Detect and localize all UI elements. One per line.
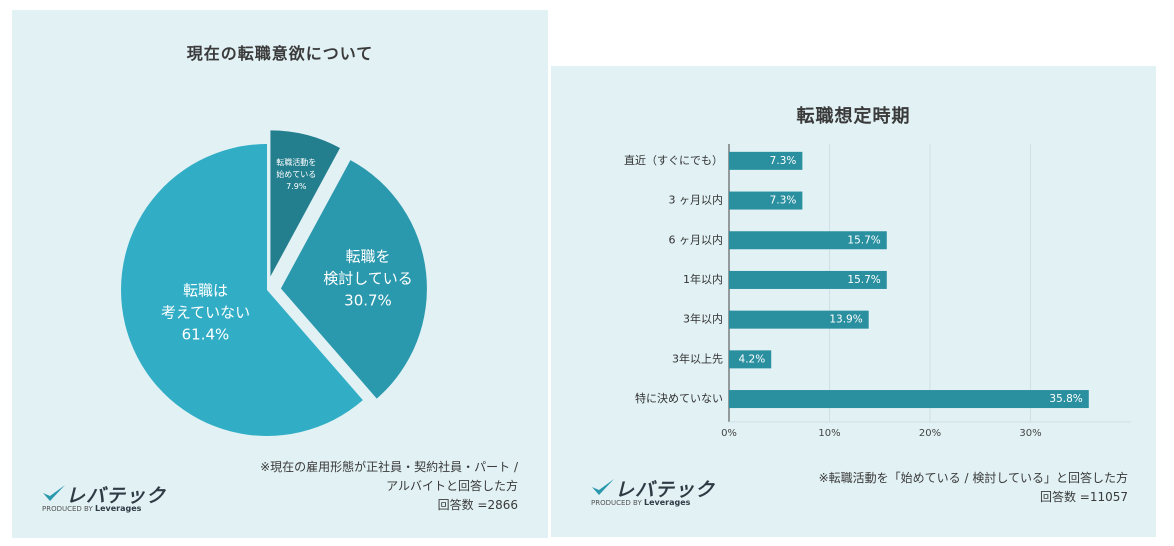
pie-slice-value-label: 61.4% (182, 326, 230, 344)
logo-subtitle: PRODUCED BY Leverages (42, 504, 142, 513)
bar-chart-panel: 転職想定時期 0% 10% 20% 30% 直近（すぐにでも） 7.3% 3 ヶ月以内 7.3… (551, 66, 1156, 537)
bar-value-label: 4.2% (739, 353, 766, 365)
footnote-line: ※転職活動を「始めている / 検討している」と回答した方 (818, 471, 1128, 485)
x-tick-label: 20% (919, 428, 941, 439)
footnote-line: ※現在の雇用形態が正社員・契約社員・パート / (260, 460, 518, 474)
pie-slice (270, 130, 340, 277)
pie-slice-label: 転職活動を (276, 157, 316, 167)
category-label: 3年以内 (683, 312, 723, 326)
pie-slice-label: 考えていない (161, 304, 250, 322)
pie-slice (280, 160, 427, 399)
category-label: 3 ヶ月以内 (669, 193, 724, 207)
pie-chart-panel: 現在の転職意欲について 転職活動を始めている 7.9% 転職を検討している 30.7%… (12, 10, 548, 538)
pie-chart-footnote: ※現在の雇用形態が正社員・契約社員・パート / アルバイトと回答した方 回答数 … (260, 458, 518, 515)
check-logo-icon (43, 485, 65, 501)
pie-slice-value-label: 7.9% (286, 182, 307, 191)
logo-text: レバテック (615, 479, 716, 501)
category-label: 特に決めていない (635, 391, 723, 405)
bar (729, 151, 803, 170)
pie-slice-label: 転職は (183, 282, 228, 300)
bar-value-label: 15.7% (847, 234, 880, 246)
bar-value-label: 7.3% (770, 155, 797, 167)
bar-value-label: 13.9% (829, 314, 862, 326)
pie-slice (120, 144, 363, 437)
pie-slice-label: 始めている (276, 169, 316, 179)
x-tick-label: 30% (1019, 428, 1041, 439)
bar (729, 191, 803, 210)
bar-value-label: 7.3% (770, 195, 797, 207)
x-tick-label: 0% (721, 428, 737, 439)
check-logo-icon (592, 479, 614, 495)
pie-chart-title: 現在の転職意欲について (186, 44, 374, 63)
x-tick-label: 10% (818, 428, 840, 439)
bar (729, 310, 869, 329)
logo-subtitle: PRODUCED BY Leverages (591, 498, 691, 507)
bar (729, 231, 887, 250)
pie-slice-value-label: 30.7% (344, 291, 392, 309)
category-label: 3年以上先 (672, 351, 723, 365)
bar-value-label: 35.8% (1049, 393, 1082, 405)
bar (729, 390, 1089, 409)
bar-chart-title: 転職想定時期 (796, 106, 911, 127)
bar-chart-footnote: ※転職活動を「始めている / 検討している」と回答した方 回答数 =11057 (819, 469, 1128, 507)
category-label: 1年以内 (683, 272, 723, 286)
footnote-line: 回答数 =2866 (437, 498, 518, 512)
pie-slice-label: 転職を (345, 247, 390, 265)
category-label: 6 ヶ月以内 (669, 232, 724, 246)
logo-text: レバテック (66, 485, 167, 507)
footnote-line: 回答数 =11057 (1039, 490, 1128, 504)
bar (729, 350, 772, 369)
footnote-line: アルバイトと回答した方 (386, 479, 518, 493)
category-label: 直近（すぐにでも） (624, 153, 723, 167)
bar-chart: 0% 10% 20% 30% 直近（すぐにでも） 7.3% 3 ヶ月以内 7.3% 6 ヶ月以内… (624, 144, 1131, 439)
pie-slice-label: 検討している (323, 269, 413, 287)
bar (729, 270, 887, 289)
bar-value-label: 15.7% (847, 274, 880, 286)
